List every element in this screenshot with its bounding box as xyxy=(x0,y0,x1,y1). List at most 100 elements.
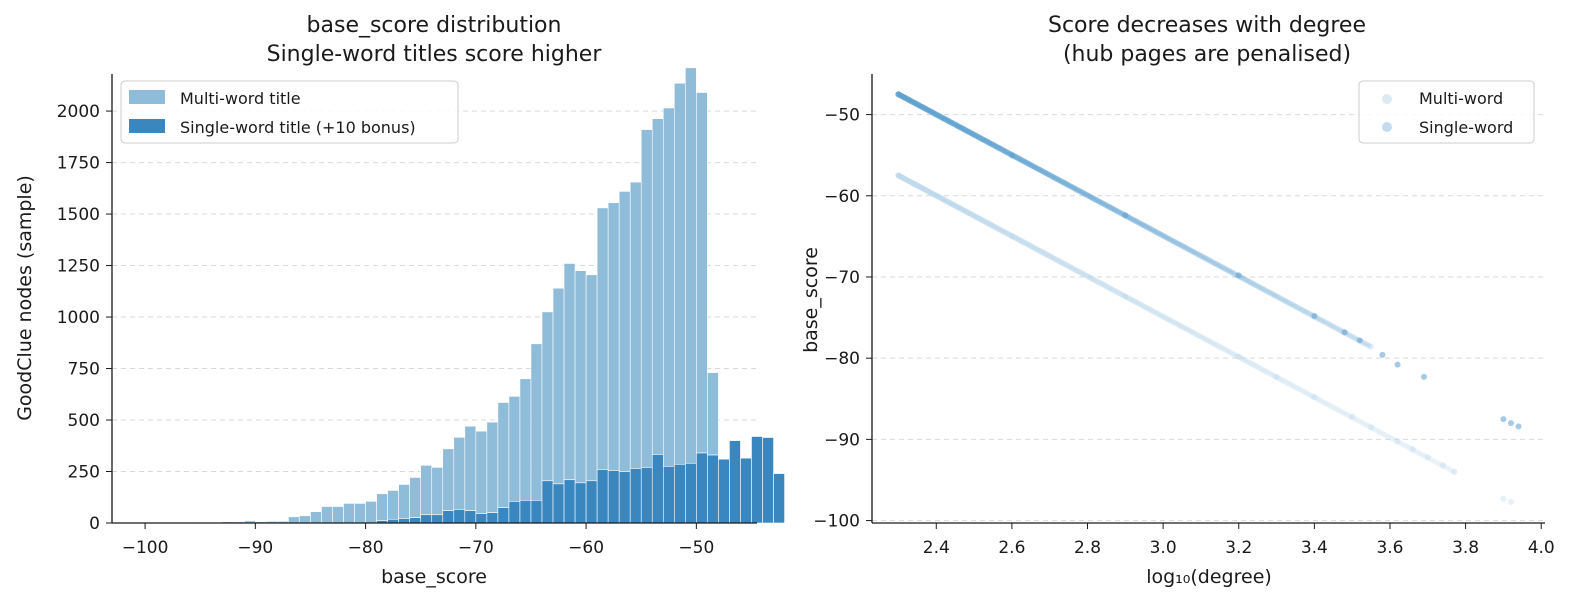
point-single-word-216 xyxy=(1288,301,1295,308)
outlier-point-multi-word-0 xyxy=(895,172,902,179)
point-multi-word-69 xyxy=(1042,251,1049,258)
point-single-word-120 xyxy=(1113,207,1120,214)
point-multi-word-120 xyxy=(1151,309,1158,316)
scatter-y-tick-label-70: −70 xyxy=(824,268,860,288)
scatter-y-tick-label-90: −90 xyxy=(824,430,860,450)
point-single-word-79 xyxy=(1039,168,1046,175)
point-single-word-88 xyxy=(1055,176,1062,183)
point-multi-word-219 xyxy=(1363,422,1370,429)
point-multi-word-217 xyxy=(1359,419,1366,426)
y-tick-label-1000: 1000 xyxy=(57,308,100,328)
point-multi-word-240 xyxy=(1408,446,1415,453)
point-single-word-194 xyxy=(1248,279,1255,286)
point-multi-word-91 xyxy=(1089,276,1096,283)
point-multi-word-190 xyxy=(1301,389,1308,396)
point-single-word-77 xyxy=(1035,166,1042,173)
point-single-word-108 xyxy=(1091,196,1098,203)
point-multi-word-165 xyxy=(1248,360,1255,367)
point-multi-word-149 xyxy=(1213,342,1220,349)
bar-multi-word-bin-25 xyxy=(420,465,433,516)
scatter-title-line2: (hub pages are penalised) xyxy=(1063,42,1351,67)
outlier-point-single-word-5 xyxy=(1341,329,1348,336)
point-multi-word-216 xyxy=(1357,418,1364,425)
histogram-title-line1: base_score distribution xyxy=(307,13,562,38)
bar-multi-word-bin-20 xyxy=(365,501,377,524)
point-multi-word-249 xyxy=(1427,456,1434,463)
legend-label-multi-word-title: Multi-word title xyxy=(180,89,301,108)
point-multi-word-246 xyxy=(1421,452,1428,459)
outlier-point-single-word-2 xyxy=(1122,212,1129,219)
point-multi-word-106 xyxy=(1122,293,1129,300)
point-single-word-215 xyxy=(1286,300,1293,307)
point-single-word-81 xyxy=(1042,169,1049,176)
point-multi-word-82 xyxy=(1070,265,1077,272)
point-single-word-241 xyxy=(1333,325,1340,332)
point-multi-word-188 xyxy=(1297,386,1304,393)
point-single-word-128 xyxy=(1128,215,1135,222)
point-single-word-99 xyxy=(1075,187,1082,194)
point-multi-word-245 xyxy=(1419,451,1426,458)
bar-single-word-bin-50 xyxy=(696,452,708,524)
point-single-word-251 xyxy=(1351,335,1358,342)
point-multi-word-169 xyxy=(1256,365,1263,372)
point-multi-word-104 xyxy=(1117,291,1124,298)
point-multi-word-242 xyxy=(1412,448,1419,455)
point-single-word-86 xyxy=(1051,174,1058,181)
point-multi-word-72 xyxy=(1049,254,1056,261)
histogram-x-ticks: −100 −90 −80 −70 −60 −50 xyxy=(122,523,714,558)
outlier-point-single-word-6 xyxy=(1356,337,1363,344)
legend-label-single-word-title: Single-word title (+10 bonus) xyxy=(180,118,416,137)
point-single-word-82 xyxy=(1044,170,1051,177)
point-multi-word-222 xyxy=(1370,425,1377,432)
point-multi-word-260 xyxy=(1451,468,1458,475)
bar-single-word-bin-45 xyxy=(640,467,653,524)
point-multi-word-177 xyxy=(1273,374,1280,381)
point-multi-word-252 xyxy=(1434,459,1441,466)
point-single-word-223 xyxy=(1300,307,1307,314)
point-single-word-154 xyxy=(1175,240,1182,247)
point-single-word-169 xyxy=(1202,255,1209,262)
outlier-point-single-word-3 xyxy=(1235,272,1242,279)
outlier-point-multi-word-2 xyxy=(1122,293,1129,300)
point-multi-word-256 xyxy=(1442,464,1449,471)
point-multi-word-170 xyxy=(1258,366,1265,373)
point-multi-word-161 xyxy=(1239,356,1246,363)
point-single-word-137 xyxy=(1144,224,1151,231)
point-multi-word-178 xyxy=(1275,375,1282,382)
point-multi-word-107 xyxy=(1124,294,1131,301)
point-multi-word-108 xyxy=(1126,295,1133,302)
point-single-word-100 xyxy=(1077,188,1084,195)
point-single-word-101 xyxy=(1079,189,1086,196)
point-single-word-133 xyxy=(1137,220,1144,227)
point-multi-word-153 xyxy=(1222,346,1229,353)
point-single-word-90 xyxy=(1059,178,1066,185)
point-multi-word-113 xyxy=(1137,301,1144,308)
point-single-word-236 xyxy=(1324,320,1331,327)
bar-multi-word-bin-48 xyxy=(674,82,686,465)
scatter-x-ticks: 2.4 2.6 2.8 3.0 3.2 3.4 3.6 3.8 4.0 xyxy=(923,523,1555,558)
point-single-word-165 xyxy=(1195,251,1202,258)
point-multi-word-198 xyxy=(1318,398,1325,405)
scatter-y-tick-label-80: −80 xyxy=(824,349,860,369)
point-multi-word-139 xyxy=(1192,330,1199,337)
outlier-point-single-word-11 xyxy=(1507,420,1514,427)
point-single-word-168 xyxy=(1200,254,1207,261)
point-single-word-138 xyxy=(1146,225,1153,232)
point-multi-word-201 xyxy=(1325,401,1332,408)
point-single-word-105 xyxy=(1086,193,1093,200)
point-single-word-204 xyxy=(1266,289,1273,296)
point-single-word-225 xyxy=(1304,309,1311,316)
histogram-panel: base_score distribution Single-word titl… xyxy=(14,13,785,588)
point-multi-word-105 xyxy=(1119,292,1126,299)
scatter-title-line1: Score decreases with degree xyxy=(1048,13,1366,38)
point-multi-word-244 xyxy=(1417,450,1424,457)
point-multi-word-85 xyxy=(1077,269,1084,276)
point-single-word-174 xyxy=(1211,260,1218,267)
bar-multi-word-bin-19 xyxy=(354,503,366,524)
point-multi-word-145 xyxy=(1205,337,1212,344)
point-single-word-226 xyxy=(1306,310,1313,317)
point-multi-word-84 xyxy=(1075,268,1082,275)
point-multi-word-215 xyxy=(1355,417,1362,424)
histogram-title-line2: Single-word titles score higher xyxy=(267,42,603,67)
